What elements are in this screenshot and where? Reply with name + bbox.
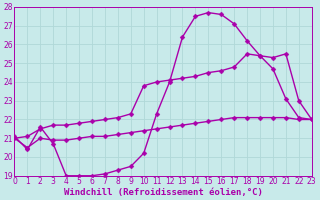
X-axis label: Windchill (Refroidissement éolien,°C): Windchill (Refroidissement éolien,°C) xyxy=(64,188,262,197)
